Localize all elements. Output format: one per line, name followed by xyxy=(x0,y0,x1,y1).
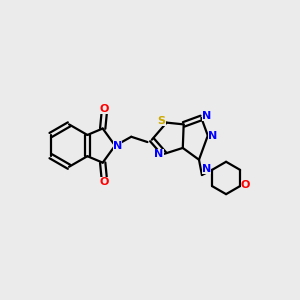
Text: N: N xyxy=(202,164,212,174)
Text: O: O xyxy=(100,104,109,114)
Text: N: N xyxy=(112,141,122,151)
Text: N: N xyxy=(202,111,211,122)
Text: S: S xyxy=(158,116,166,126)
Text: N: N xyxy=(154,149,164,159)
Text: O: O xyxy=(241,181,250,190)
Text: N: N xyxy=(208,130,218,141)
Text: O: O xyxy=(100,177,109,187)
